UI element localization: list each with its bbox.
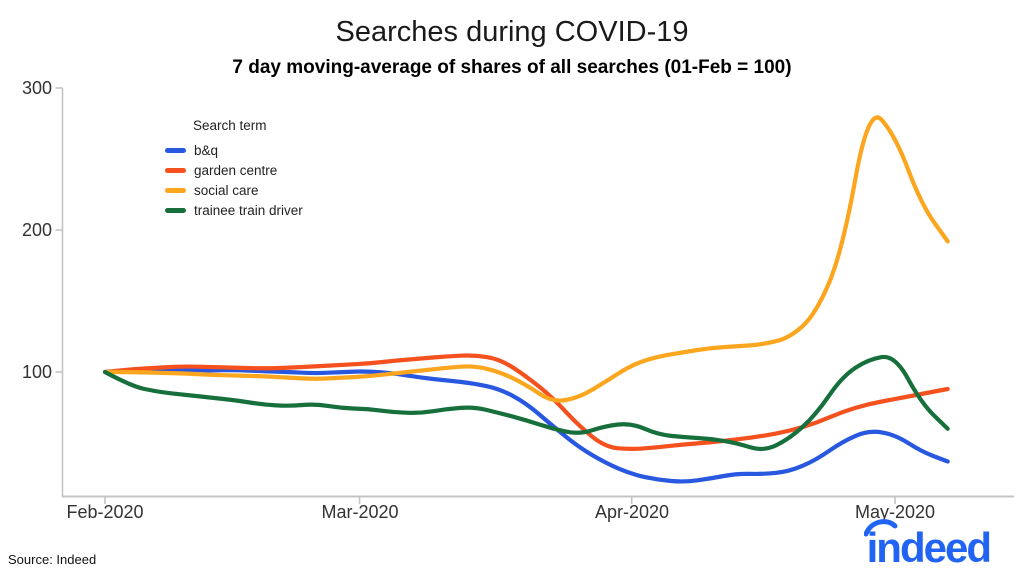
x-axis-tick-label-apr: Apr-2020 — [594, 502, 670, 522]
x-axis-tick-label-feb: Feb-2020 — [66, 502, 144, 522]
legend-label-social-care: social care — [194, 182, 259, 198]
legend-swatch-social-care — [165, 187, 186, 193]
legend-label-bq: b&q — [194, 142, 219, 158]
x-axis-tick-label-mar: Mar-2020 — [321, 502, 399, 522]
social-care-line — [102, 115, 950, 403]
chart-title: Searches during COVID-19 — [335, 16, 689, 48]
legend-label-trainee-train-driver: trainee train driver — [194, 202, 303, 218]
y-axis-tick-label-300: 300 — [21, 78, 52, 98]
source-note: Source: Indeed — [8, 552, 97, 567]
b-q-line — [102, 367, 950, 484]
y-axis-tick-label-100: 100 — [21, 362, 52, 382]
x-axis-tick-label-may: May-2020 — [854, 502, 936, 522]
legend-label-garden-centre: garden centre — [194, 162, 278, 178]
indeed-logo-text: indeed — [866, 524, 992, 571]
legend-swatch-bq — [165, 147, 186, 153]
legend-item-garden-centre: garden centre — [165, 160, 303, 180]
legend-swatch-trainee-train-driver — [165, 207, 186, 213]
chart-subtitle: 7 day moving-average of shares of all se… — [232, 57, 792, 78]
y-axis-tick-label-200: 200 — [21, 220, 52, 240]
legend-title: Search term — [193, 118, 267, 133]
legend-item-trainee-train-driver: trainee train driver — [165, 200, 303, 220]
legend: Search term b&q garden centre social car… — [165, 118, 303, 220]
legend-swatch-garden-centre — [165, 167, 186, 173]
legend-item-social-care: social care — [165, 180, 303, 200]
trainee-train-driver-line — [102, 354, 950, 452]
indeed-logo-swoosh-icon — [863, 519, 898, 537]
indeed-logo: indeed — [863, 519, 992, 574]
legend-item-bq: b&q — [165, 140, 303, 160]
